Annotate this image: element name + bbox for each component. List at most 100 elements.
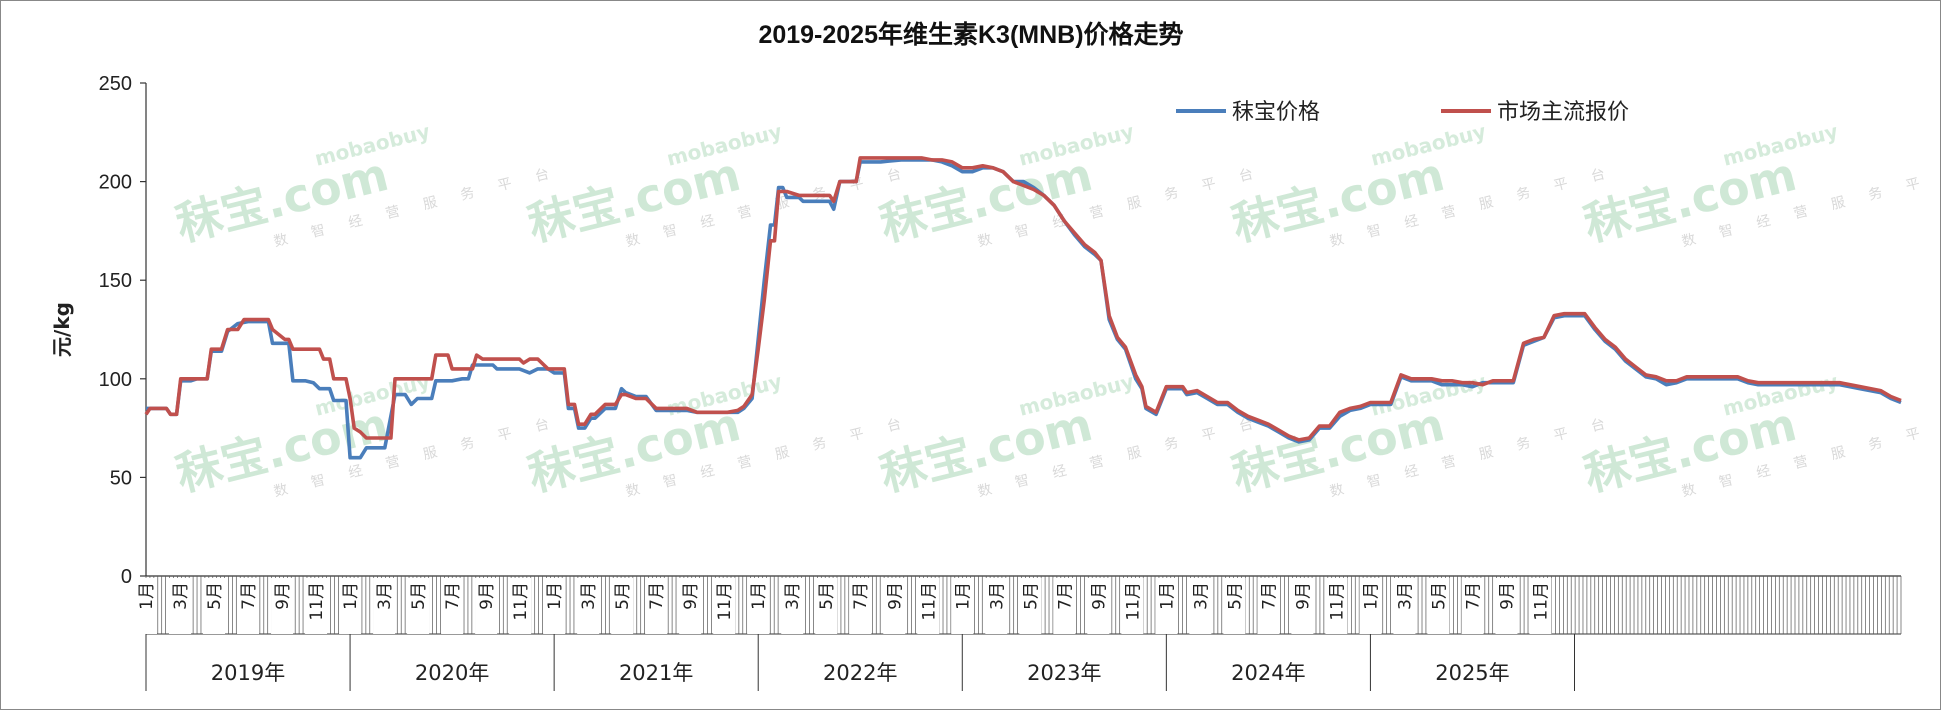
month-label-bg <box>611 578 634 634</box>
month-label: 11月 <box>1531 582 1551 621</box>
month-label-bg <box>1121 578 1144 634</box>
year-label: 2021年 <box>619 661 693 685</box>
month-label: 3月 <box>1395 582 1415 610</box>
series-line-2 <box>144 156 1902 442</box>
y-tick-label: 150 <box>99 270 132 292</box>
month-label: 3月 <box>987 582 1007 610</box>
series-line-1 <box>146 158 1902 460</box>
month-label: 1月 <box>341 582 361 610</box>
month-label-bg <box>237 578 260 634</box>
month-label-bg <box>917 578 940 634</box>
month-label: 7月 <box>443 582 463 610</box>
month-label: 11月 <box>715 582 735 621</box>
y-tick-label: 0 <box>121 566 132 588</box>
month-label-bg <box>849 578 872 634</box>
month-label-bg <box>1325 578 1348 634</box>
month-label: 9月 <box>1293 582 1313 610</box>
month-label-bg <box>1019 578 1042 634</box>
month-label-bg <box>1359 578 1382 634</box>
month-label-bg <box>1393 578 1416 634</box>
month-label-bg <box>985 578 1008 634</box>
month-label-bg <box>679 578 702 634</box>
month-label-bg <box>1495 578 1518 634</box>
month-label: 3月 <box>171 582 191 610</box>
month-label: 5月 <box>1429 582 1449 610</box>
month-label: 11月 <box>1327 582 1347 621</box>
month-label-bg <box>951 578 974 634</box>
month-label: 3月 <box>783 582 803 610</box>
legend: 秣宝价格 市场主流报价 <box>1176 100 1629 125</box>
month-label-bg <box>577 578 600 634</box>
month-label-bg <box>169 578 192 634</box>
year-label: 2019年 <box>211 661 285 685</box>
month-label-bg <box>475 578 498 634</box>
month-label-bg <box>645 578 668 634</box>
month-label: 5月 <box>1225 582 1245 610</box>
month-label: 3月 <box>1191 582 1211 610</box>
month-label: 11月 <box>919 582 939 621</box>
month-label: 3月 <box>375 582 395 610</box>
month-label: 1月 <box>1157 582 1177 610</box>
month-label: 7月 <box>1463 582 1483 610</box>
month-label-bg <box>373 578 396 634</box>
y-tick-label: 250 <box>99 73 132 95</box>
month-label-bg <box>543 578 566 634</box>
month-label-bg <box>407 578 430 634</box>
year-label: 2020年 <box>415 661 489 685</box>
month-label: 7月 <box>1055 582 1075 610</box>
month-label: 3月 <box>579 582 599 610</box>
month-label: 11月 <box>307 582 327 621</box>
month-label-bg <box>1427 578 1450 634</box>
month-label-bg <box>1529 578 1552 634</box>
month-label-bg <box>339 578 362 634</box>
axes: 0 50 100 150 200 250 元/kg 2019年 2020年 2021年 2022年 2… <box>50 73 1902 691</box>
month-label-bg <box>1155 578 1178 634</box>
month-label: 5月 <box>1021 582 1041 610</box>
month-label: 5月 <box>817 582 837 610</box>
month-label-bg <box>305 578 328 634</box>
series-lines <box>144 156 1902 460</box>
month-label: 5月 <box>613 582 633 610</box>
month-label-bg <box>1087 578 1110 634</box>
month-label: 9月 <box>1089 582 1109 610</box>
month-label-bg <box>747 578 770 634</box>
month-label: 7月 <box>1259 582 1279 610</box>
month-label-bg <box>1189 578 1212 634</box>
year-label: 2023年 <box>1027 661 1101 685</box>
month-label: 11月 <box>1123 582 1143 621</box>
month-label-bg <box>713 578 736 634</box>
month-label: 5月 <box>205 582 225 610</box>
month-label-bg <box>1053 578 1076 634</box>
legend-label: 市场主流报价 <box>1497 100 1629 125</box>
month-label-bg <box>203 578 226 634</box>
month-label-bg <box>271 578 294 634</box>
y-axis-label: 元/kg <box>50 302 74 357</box>
month-label: 9月 <box>885 582 905 610</box>
month-label-bg <box>1223 578 1246 634</box>
month-label: 1月 <box>749 582 769 610</box>
month-label: 1月 <box>953 582 973 610</box>
legend-label: 秣宝价格 <box>1232 100 1320 125</box>
month-label-bg <box>781 578 804 634</box>
month-label-bg <box>1291 578 1314 634</box>
y-tick-label: 200 <box>99 172 132 194</box>
chart-title: 2019-2025年维生素K3(MNB)价格走势 <box>758 20 1183 49</box>
month-label-bg <box>1257 578 1280 634</box>
month-label: 7月 <box>851 582 871 610</box>
y-tick-label: 100 <box>99 369 132 391</box>
month-label-bg <box>815 578 838 634</box>
year-label: 2022年 <box>823 661 897 685</box>
month-label-bg <box>135 578 157 634</box>
month-label-bg <box>441 578 464 634</box>
year-label: 2025年 <box>1435 661 1509 685</box>
month-label-bg <box>1461 578 1484 634</box>
